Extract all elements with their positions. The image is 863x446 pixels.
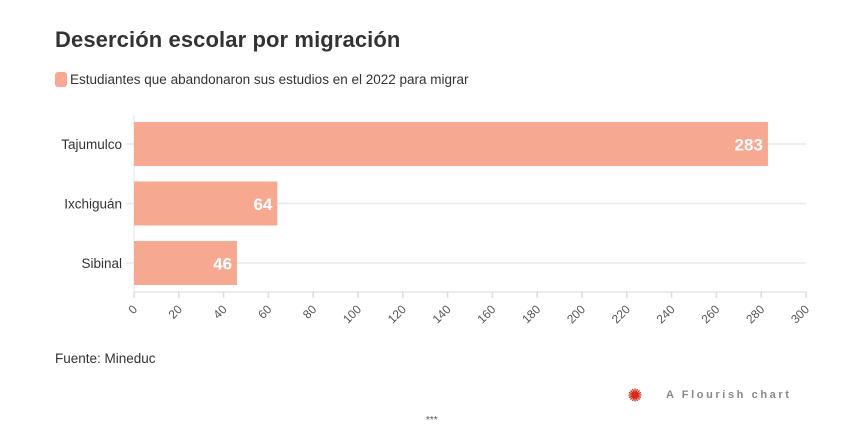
x-tick-label: 60	[255, 302, 275, 322]
source-note: Fuente: Mineduc	[55, 351, 156, 366]
legend-label: Estudiantes que abandonaron sus estudios…	[70, 72, 469, 87]
x-tick-label: 300	[788, 302, 812, 326]
data-label: 64	[253, 195, 272, 214]
x-tick-label: 20	[166, 302, 186, 322]
x-axis: 0 20 40 60 80 100 120 140 160 180 200 220 240 260 280 3…	[125, 291, 812, 326]
x-tick-label: 260	[698, 302, 722, 326]
legend: Estudiantes que abandonaron sus estudios…	[55, 72, 469, 87]
x-tick-label: 200	[564, 302, 588, 326]
chart-title: Deserción escolar por migración	[55, 27, 401, 52]
data-label: 283	[735, 136, 763, 155]
data-label: 46	[213, 255, 232, 274]
bar-ixchiguán[interactable]	[134, 181, 278, 226]
legend-swatch	[55, 72, 67, 87]
y-tick-label: Sibinal	[81, 256, 122, 271]
bars: 283 64 46	[134, 122, 768, 285]
x-tick-label: 140	[430, 302, 454, 326]
bar-sibinal[interactable]	[134, 241, 238, 285]
x-tick-label: 240	[654, 302, 678, 326]
flourish-credit[interactable]: A Flourish chart	[628, 388, 792, 402]
separator: ***	[426, 415, 438, 426]
x-tick-label: 100	[340, 302, 364, 326]
y-axis-labels: Tajumulco Ixchiguán Sibinal	[61, 137, 122, 271]
x-tick-label: 220	[609, 302, 633, 326]
flourish-logo-icon	[628, 388, 642, 402]
x-tick-label: 160	[474, 302, 498, 326]
x-tick-label: 0	[125, 302, 140, 317]
x-tick-label: 180	[519, 302, 543, 326]
bar-tajumulco[interactable]	[134, 122, 768, 166]
x-tick-label: 120	[385, 302, 409, 326]
x-tick-label: 40	[210, 302, 230, 322]
y-tick-label: Tajumulco	[61, 137, 122, 152]
x-tick-label: 80	[300, 302, 320, 322]
flourish-credit-label: A Flourish chart	[666, 389, 792, 401]
x-tick-label: 280	[743, 302, 767, 326]
y-tick-label: Ixchiguán	[64, 197, 122, 212]
